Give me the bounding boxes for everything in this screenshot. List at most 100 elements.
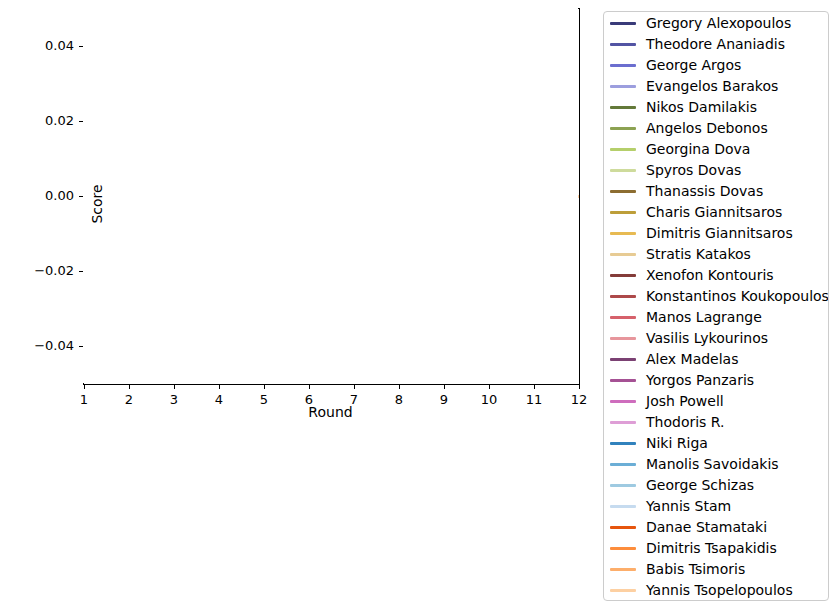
legend-label: Danae Stamataki [646,517,767,538]
legend-item-nikos-damilakis: Nikos Damilakis [610,97,828,118]
legend-label: Manolis Savoidakis [646,454,779,475]
legend-line-swatch [610,190,636,193]
legend-label: Dimitris Giannitsaros [646,223,793,244]
legend-label: George Argos [646,55,741,76]
y-tick-label: 0.04 [22,38,74,53]
x-tick-mark [264,385,265,389]
legend-line-swatch [610,211,636,214]
legend-line-swatch [610,22,636,25]
x-tick-mark [174,385,175,389]
x-tick-mark [399,385,400,389]
y-tick-mark [79,46,83,47]
legend-label: Vasilis Lykourinos [646,328,768,349]
legend-item-georgina-dova: Georgina Dova [610,139,828,160]
legend-label: Alex Madelas [646,349,739,370]
legend-line-swatch [610,316,636,319]
legend-item-vasilis-lykourinos: Vasilis Lykourinos [610,328,828,349]
legend-label: Stratis Katakos [646,244,751,265]
x-axis-label: Round [83,404,578,420]
legend-item-alex-madelas: Alex Madelas [610,349,828,370]
legend-line-swatch [610,274,636,277]
legend-line-swatch [610,232,636,235]
plot-area: 1234567891011120.040.020.00−0.02−0.04 [83,8,580,385]
legend-item-charis-giannitsaros: Charis Giannitsaros [610,202,828,223]
legend-item-konstantinos-koukopoulos: Konstantinos Koukopoulos [610,286,828,307]
legend-item-thodoris-r: Thodoris R. [610,412,828,433]
legend-line-swatch [610,442,636,445]
legend-label: Theodore Ananiadis [646,34,785,55]
legend-line-swatch [610,421,636,424]
legend-line-swatch [610,253,636,256]
legend-label: Josh Powell [646,391,724,412]
legend-item-spyros-dovas: Spyros Dovas [610,160,828,181]
legend-line-swatch [610,400,636,403]
legend-line-swatch [610,295,636,298]
x-tick-mark [219,385,220,389]
legend-line-swatch [610,148,636,151]
x-tick-mark [84,385,85,389]
legend-item-manolis-savoidakis: Manolis Savoidakis [610,454,828,475]
legend-label: Xenofon Kontouris [646,265,774,286]
legend-item-yannis-stam: Yannis Stam [610,496,828,517]
legend-item-stratis-katakos: Stratis Katakos [610,244,828,265]
legend-line-swatch [610,106,636,109]
legend-line-swatch [610,526,636,529]
legend-label: Spyros Dovas [646,160,741,181]
legend-item-dimitris-giannitsaros: Dimitris Giannitsaros [610,223,828,244]
legend-label: Thanassis Dovas [646,181,763,202]
x-tick-mark [579,385,580,389]
y-tick-label: 0.02 [22,113,74,128]
x-tick-mark [309,385,310,389]
legend-label: Georgina Dova [646,139,750,160]
legend-item-dimitris-tsapakidis: Dimitris Tsapakidis [610,538,828,559]
legend-line-swatch [610,64,636,67]
legend-label: Charis Giannitsaros [646,202,782,223]
y-tick-mark [79,271,83,272]
legend-item-thanassis-dovas: Thanassis Dovas [610,181,828,202]
x-tick-mark [489,385,490,389]
line-chart-figure: 1234567891011120.040.020.00−0.02−0.04 Ro… [0,0,838,610]
legend-label: Babis Tsimoris [646,559,745,580]
legend-item-george-argos: George Argos [610,55,828,76]
legend-label: Yorgos Panzaris [646,370,754,391]
legend-label: Yannis Stam [646,496,731,517]
legend-item-theodore-ananiadis: Theodore Ananiadis [610,34,828,55]
legend-line-swatch [610,463,636,466]
legend-line-swatch [610,547,636,550]
x-tick-mark [129,385,130,389]
legend-line-swatch [610,85,636,88]
legend-label: Nikos Damilakis [646,97,757,118]
legend-label: Thodoris R. [646,412,725,433]
y-tick-mark [79,121,83,122]
legend-item-babis-tsimoris: Babis Tsimoris [610,559,828,580]
legend-line-swatch [610,484,636,487]
legend-label: Konstantinos Koukopoulos [646,286,829,307]
series-line-yannis-tsopelopoulos [84,195,579,198]
legend-item-josh-powell: Josh Powell [610,391,828,412]
legend-label: Niki Riga [646,433,708,454]
legend-item-xenofon-kontouris: Xenofon Kontouris [610,265,828,286]
legend-label: George Schizas [646,475,754,496]
legend-item-george-schizas: George Schizas [610,475,828,496]
legend-line-swatch [610,169,636,172]
legend-line-swatch [610,568,636,571]
legend: Gregory AlexopoulosTheodore AnaniadisGeo… [603,11,829,601]
legend-label: Yannis Tsopelopoulos [646,580,793,601]
legend-item-yannis-tsopelopoulos: Yannis Tsopelopoulos [610,580,828,601]
y-tick-mark [79,346,83,347]
y-tick-label: −0.02 [22,263,74,278]
legend-line-swatch [610,358,636,361]
legend-line-swatch [610,43,636,46]
legend-line-swatch [610,337,636,340]
legend-label: Gregory Alexopoulos [646,13,791,34]
legend-item-danae-stamataki: Danae Stamataki [610,517,828,538]
legend-item-manos-lagrange: Manos Lagrange [610,307,828,328]
legend-item-angelos-debonos: Angelos Debonos [610,118,828,139]
legend-item-niki-riga: Niki Riga [610,433,828,454]
y-tick-label: −0.04 [22,338,74,353]
legend-label: Evangelos Barakos [646,76,778,97]
legend-item-evangelos-barakos: Evangelos Barakos [610,76,828,97]
x-tick-mark [444,385,445,389]
legend-item-gregory-alexopoulos: Gregory Alexopoulos [610,13,828,34]
y-tick-label: 0.00 [22,188,74,203]
